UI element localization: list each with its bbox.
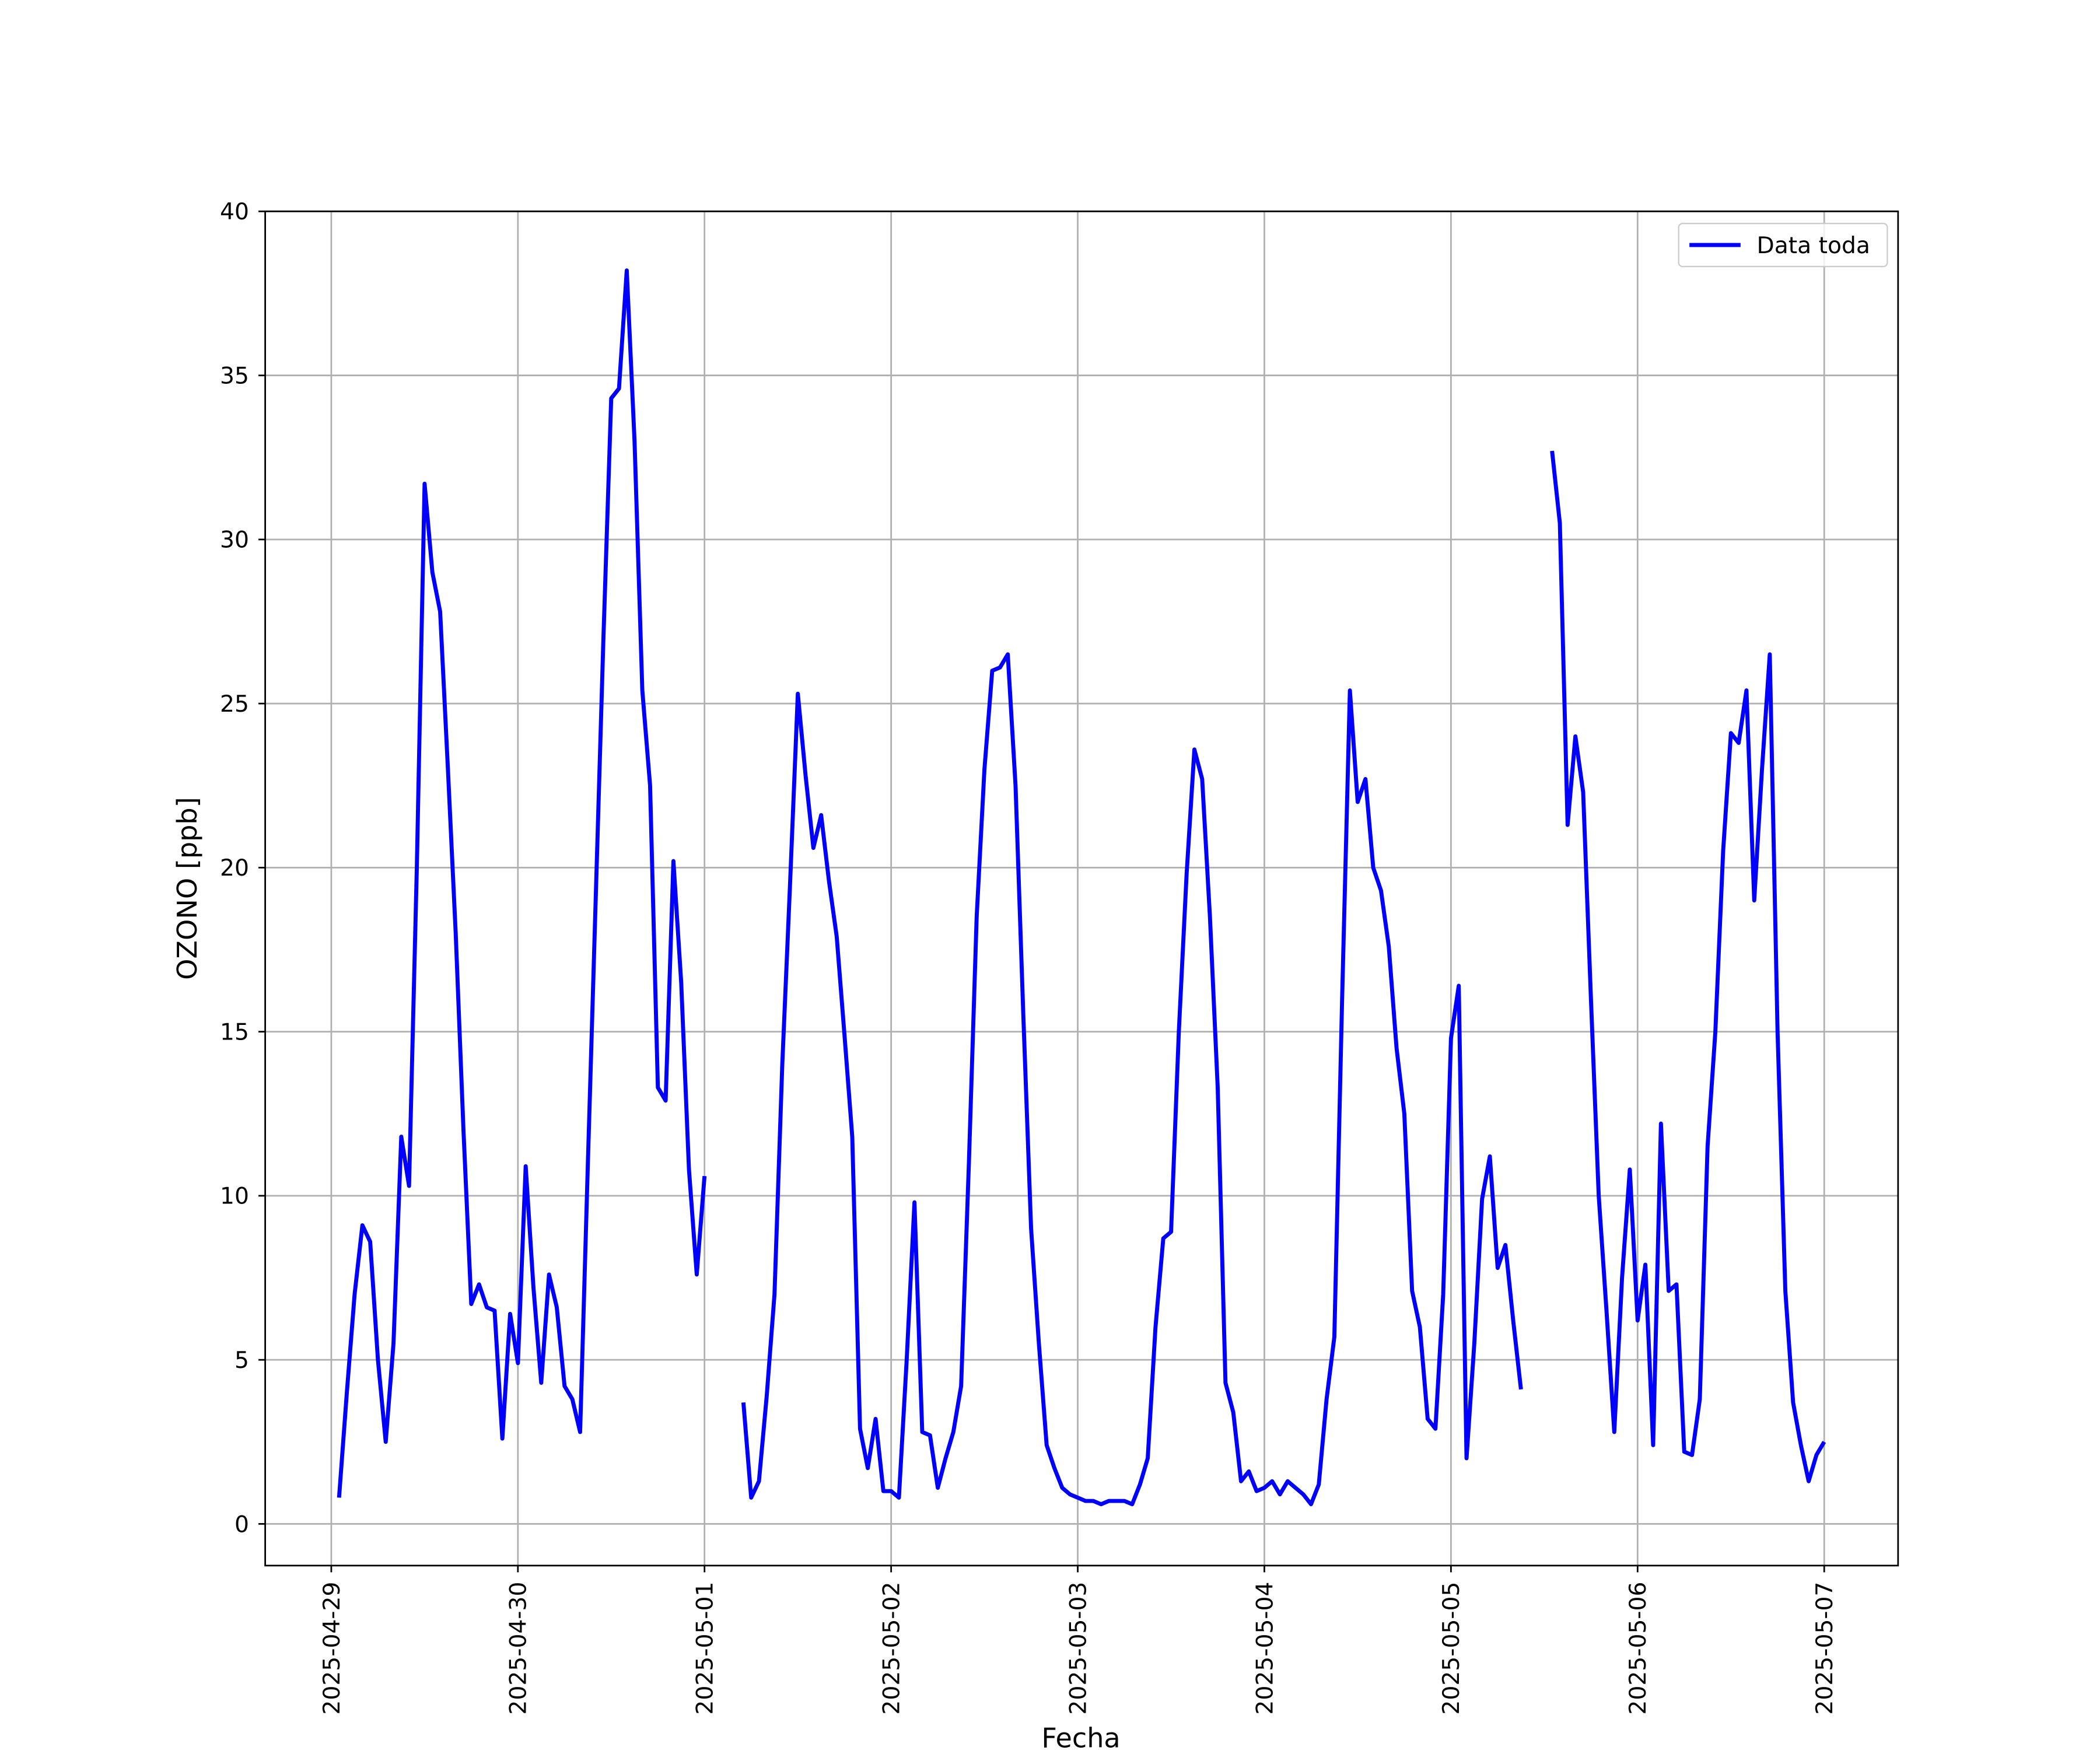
x-tick-label: 2025-04-30 [506,1582,532,1715]
x-axis-label: Fecha [1041,1722,1120,1750]
data-line [337,268,1826,1507]
x-tick-label: 2025-05-02 [879,1582,905,1715]
y-tick-label: 20 [220,855,249,881]
y-tick-label: 40 [220,199,249,225]
y-tick-label: 25 [220,691,249,718]
legend-label: Data toda [1757,233,1870,259]
y-tick-label: 0 [235,1511,249,1538]
legend-box [1678,222,1888,268]
axes-frame [264,210,1899,1567]
x-tick-label: 2025-05-04 [1252,1582,1278,1715]
x-tick-label: 2025-05-07 [1812,1582,1838,1715]
y-tick-label: 35 [220,363,249,389]
ticks: 0 5 10 15 20 25 30 35 40 2025-04-29 2025-04-30 2025… [220,199,1838,1714]
legend: Data toda [1678,222,1888,268]
x-tick-label: 2025-05-01 [692,1582,719,1715]
x-tick-label: 2025-05-06 [1625,1582,1651,1715]
y-tick-label: 15 [220,1019,249,1045]
y-tick-label: 5 [235,1348,249,1374]
y-tick-label: 10 [220,1184,249,1210]
y-tick-label: 30 [220,527,249,554]
x-tick-label: 2025-05-03 [1065,1582,1091,1715]
x-tick-label: 2025-05-05 [1438,1582,1465,1715]
y-axis-label: OZONO [ppb] [172,797,203,980]
x-tick-label: 2025-04-29 [319,1582,345,1715]
plot-area [337,268,1826,1507]
